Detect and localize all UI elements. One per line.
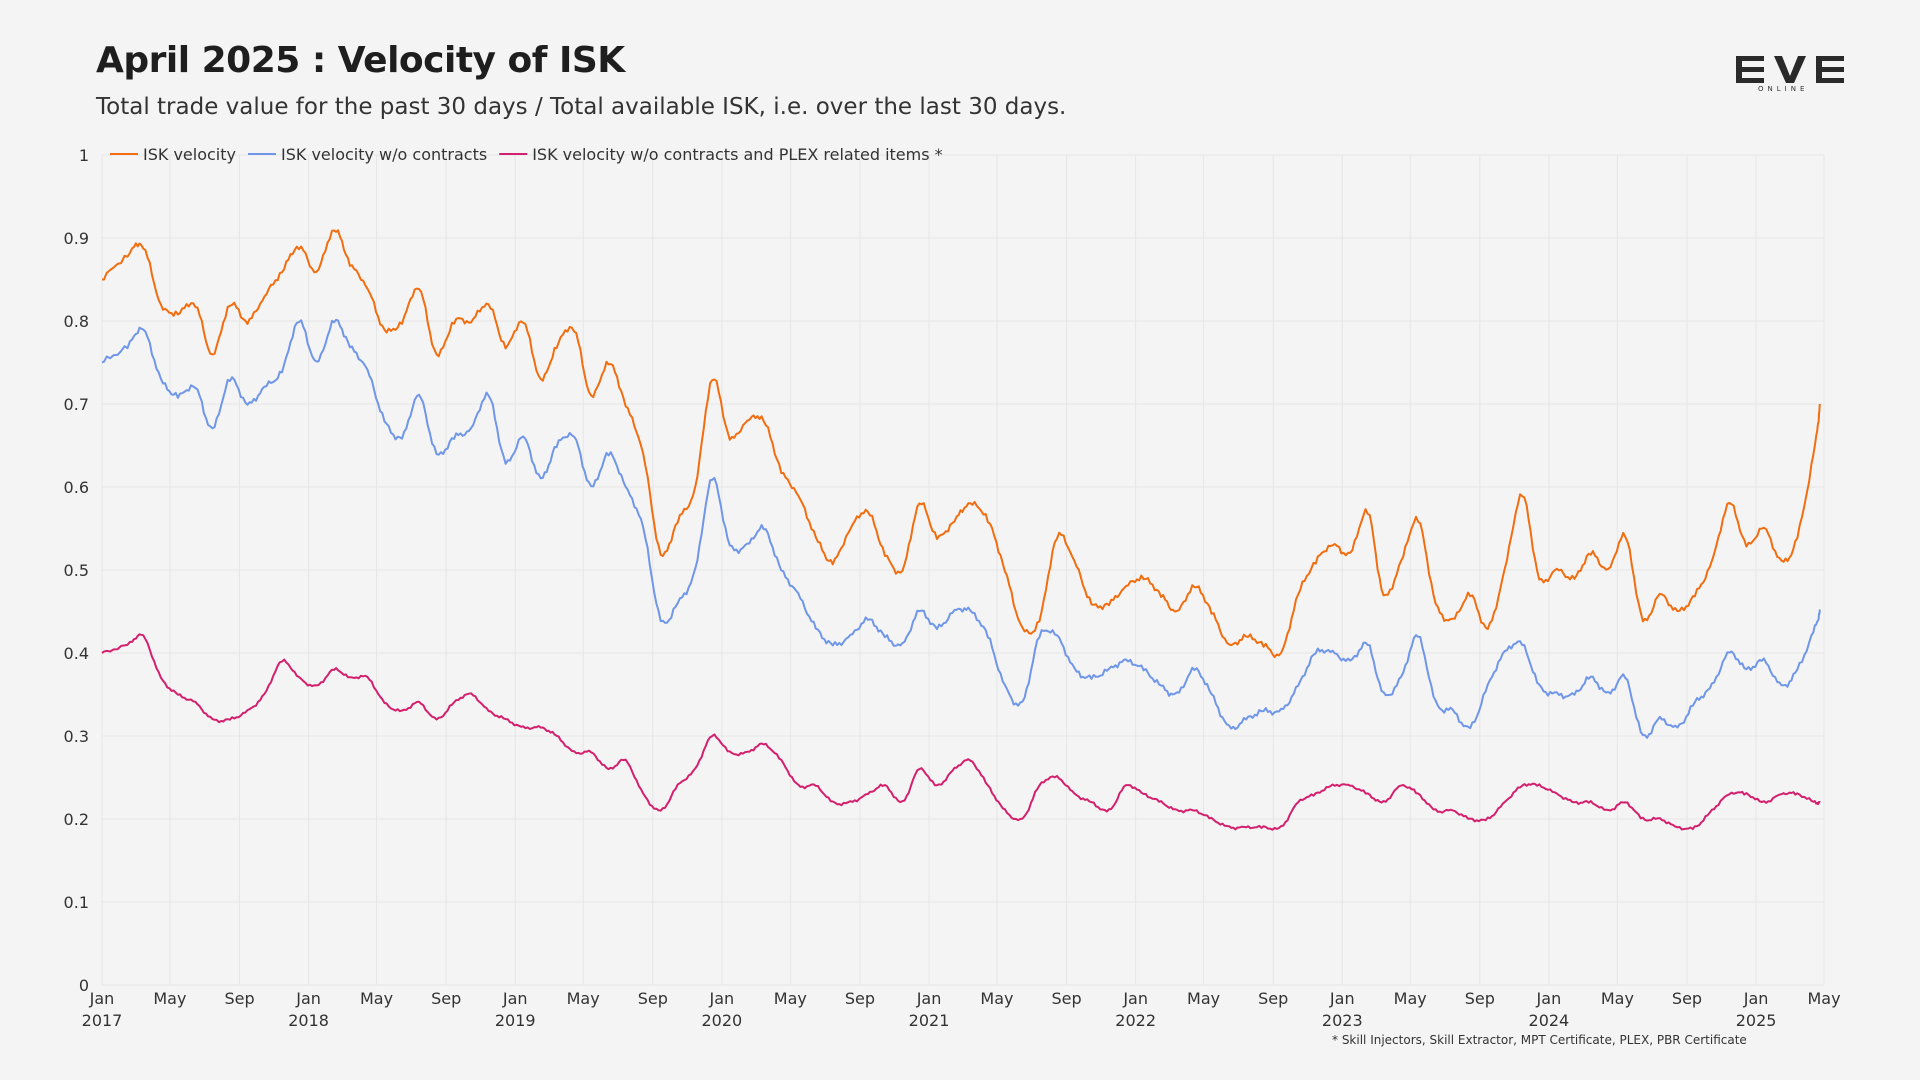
y-tick-label: 0.5 [64, 561, 89, 580]
x-tick-label: Sep [431, 989, 461, 1008]
chart-lines [101, 229, 1821, 831]
y-tick-label: 1 [79, 146, 89, 165]
x-year-label: 2024 [1529, 1011, 1570, 1030]
x-year-label: 2025 [1736, 1011, 1777, 1030]
legend-label: ISK velocity w/o contracts and PLEX rela… [532, 145, 942, 164]
footnote: * Skill Injectors, Skill Extractor, MPT … [1332, 1033, 1747, 1047]
y-tick-label: 0 [79, 976, 89, 995]
chart-legend: ISK velocity ISK velocity w/o contracts IS… [110, 145, 943, 164]
x-tick-label: May [1394, 989, 1427, 1008]
x-tick-label: Sep [1672, 989, 1702, 1008]
y-tick-label: 0.9 [64, 229, 89, 248]
x-tick-label: May [153, 989, 186, 1008]
x-tick-label: May [1187, 989, 1220, 1008]
x-year-label: 2020 [701, 1011, 742, 1030]
x-tick-label: Jan [709, 989, 735, 1008]
x-tick-label: May [980, 989, 1013, 1008]
y-tick-label: 0.8 [64, 312, 89, 331]
x-tick-label: Sep [224, 989, 254, 1008]
x-tick-label: Sep [1465, 989, 1495, 1008]
x-tick-label: Jan [295, 989, 321, 1008]
y-tick-label: 0.4 [64, 644, 89, 663]
x-year-label: 2017 [82, 1011, 123, 1030]
chart-grid [101, 154, 1825, 986]
x-tick-label: Jan [1743, 989, 1769, 1008]
x-tick-label: Sep [845, 989, 875, 1008]
x-tick-label: May [774, 989, 807, 1008]
legend-label: ISK velocity [143, 145, 236, 164]
x-tick-label: Jan [1536, 989, 1562, 1008]
x-tick-label: Jan [916, 989, 942, 1008]
chart-subtitle: Total trade value for the past 30 days /… [96, 94, 1067, 120]
series-line [102, 229, 1821, 658]
logo-subtext: ONLINE [1758, 85, 1809, 93]
chart-title: April 2025 : Velocity of ISK [96, 40, 625, 81]
y-tick-label: 0.6 [64, 478, 89, 497]
series-line [101, 633, 1821, 831]
y-axis: 0 0.1 0.2 0.3 0.4 0.5 0.6 0.7 0.8 0.9 1 [64, 146, 89, 995]
x-tick-label: May [360, 989, 393, 1008]
x-year-label: 2021 [909, 1011, 950, 1030]
eve-online-logo-icon [1736, 56, 1844, 83]
x-tick-label: Sep [1258, 989, 1288, 1008]
y-tick-label: 0.1 [64, 893, 89, 912]
x-axis: Jan 2017 May Sep Jan 2018 May Sep Jan 2019 May Sep J… [82, 989, 1841, 1030]
y-tick-label: 0.7 [64, 395, 89, 414]
x-tick-label: Jan [1122, 989, 1148, 1008]
x-tick-label: Jan [1329, 989, 1355, 1008]
x-tick-label: Jan [89, 989, 115, 1008]
legend-label: ISK velocity w/o contracts [281, 145, 487, 164]
x-tick-label: Jan [502, 989, 528, 1008]
x-year-label: 2023 [1322, 1011, 1363, 1030]
series-line [101, 318, 1821, 739]
x-tick-label: May [567, 989, 600, 1008]
x-year-label: 2019 [495, 1011, 536, 1030]
x-year-label: 2018 [288, 1011, 329, 1030]
y-tick-label: 0.3 [64, 727, 89, 746]
x-tick-label: Sep [638, 989, 668, 1008]
x-year-label: 2022 [1115, 1011, 1156, 1030]
x-tick-label: May [1601, 989, 1634, 1008]
x-tick-label: Sep [1052, 989, 1082, 1008]
x-tick-label: May [1807, 989, 1840, 1008]
y-tick-label: 0.2 [64, 810, 89, 829]
